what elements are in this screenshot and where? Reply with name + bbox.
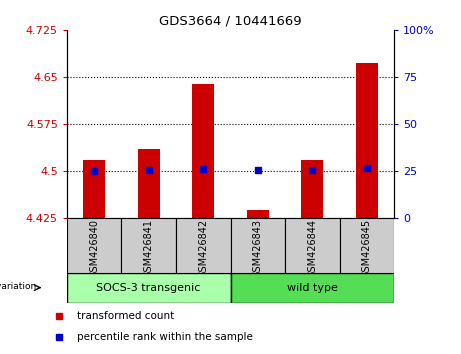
Bar xyxy=(67,218,121,273)
Title: GDS3664 / 10441669: GDS3664 / 10441669 xyxy=(159,15,302,28)
Text: GSM426845: GSM426845 xyxy=(362,219,372,279)
Bar xyxy=(301,160,323,218)
Bar xyxy=(340,218,394,273)
Bar xyxy=(192,85,214,218)
Bar xyxy=(138,149,160,218)
Bar xyxy=(83,160,105,218)
Text: GSM426843: GSM426843 xyxy=(253,219,263,278)
Text: percentile rank within the sample: percentile rank within the sample xyxy=(77,332,253,342)
Text: GSM426840: GSM426840 xyxy=(89,219,99,278)
Text: GSM426841: GSM426841 xyxy=(144,219,154,278)
Text: GSM426844: GSM426844 xyxy=(307,219,317,278)
Bar xyxy=(230,218,285,273)
Text: GSM426842: GSM426842 xyxy=(198,219,208,279)
Text: wild type: wild type xyxy=(287,282,338,293)
Text: genotype/variation: genotype/variation xyxy=(0,282,37,291)
Text: SOCS-3 transgenic: SOCS-3 transgenic xyxy=(96,282,201,293)
Bar xyxy=(230,273,394,303)
Bar xyxy=(285,218,340,273)
Bar xyxy=(176,218,230,273)
Bar xyxy=(67,273,230,303)
Text: transformed count: transformed count xyxy=(77,310,175,321)
Bar xyxy=(356,63,378,218)
Bar xyxy=(247,210,269,218)
Bar xyxy=(121,218,176,273)
